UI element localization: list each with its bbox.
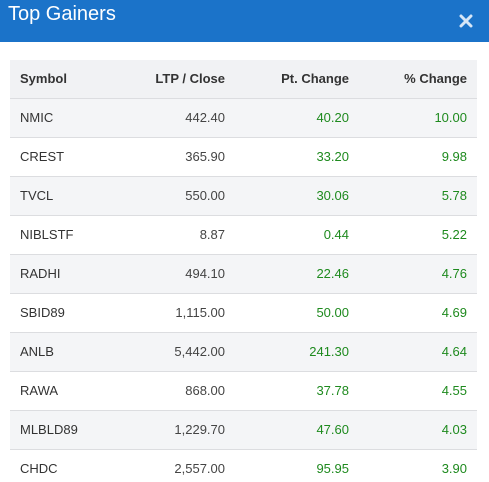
table-header-row: Symbol LTP / Close Pt. Change % Change [10,60,477,98]
table-row[interactable]: ANLB 5,442.00 241.30 4.64 [10,332,477,371]
cell-pt-change: 33.20 [316,149,349,164]
cell-pct-change: 10.00 [434,110,467,125]
cell-pt-change: 50.00 [316,305,349,320]
cell-ltp-close: 365.90 [185,149,225,164]
modal-title: Top Gainers [8,2,116,25]
table-row[interactable]: RAWA 868.00 37.78 4.55 [10,371,477,410]
cell-symbol[interactable]: CHDC [20,461,58,477]
cell-pt-change: 47.60 [316,422,349,437]
cell-pct-change: 3.90 [441,461,467,477]
cell-ltp-close: 5,442.00 [174,344,225,359]
cell-symbol[interactable]: TVCL [20,188,54,203]
column-header-symbol[interactable]: Symbol [20,71,67,87]
table-row[interactable]: CHDC 2,557.00 95.95 3.90 [10,449,477,482]
table-row[interactable]: TVCL 550.00 30.06 5.78 [10,176,477,215]
cell-symbol[interactable]: NIBLSTF [20,227,74,242]
cell-symbol[interactable]: MLBLD89 [20,422,78,437]
column-header-pct-change[interactable]: % Change [404,71,467,87]
cell-pct-change: 9.98 [441,149,467,164]
table-row[interactable]: CREST 365.90 33.20 9.98 [10,137,477,176]
cell-pt-change: 241.30 [309,344,349,359]
cell-ltp-close: 2,557.00 [174,461,225,477]
cell-symbol[interactable]: CREST [20,149,65,164]
cell-symbol[interactable]: NMIC [20,110,54,125]
gainers-table: Symbol LTP / Close Pt. Change % Change N… [10,60,477,482]
cell-pt-change: 95.95 [316,461,349,477]
cell-symbol[interactable]: RAWA [20,383,59,398]
cell-pct-change: 5.78 [441,188,467,203]
cell-ltp-close: 550.00 [185,188,225,203]
cell-pct-change: 4.03 [441,422,467,437]
table-row[interactable]: SBID89 1,115.00 50.00 4.69 [10,293,477,332]
cell-pt-change: 37.78 [316,383,349,398]
cell-pt-change: 0.44 [323,227,349,242]
table-row[interactable]: RADHI 494.10 22.46 4.76 [10,254,477,293]
cell-ltp-close: 8.87 [199,227,225,242]
cell-symbol[interactable]: SBID89 [20,305,65,320]
gainers-table-container: Symbol LTP / Close Pt. Change % Change N… [10,60,477,482]
close-icon [459,14,473,28]
cell-pt-change: 30.06 [316,188,349,203]
cell-pct-change: 4.64 [441,344,467,359]
cell-pct-change: 4.76 [441,266,467,281]
table-row[interactable]: NIBLSTF 8.87 0.44 5.22 [10,215,477,254]
cell-symbol[interactable]: RADHI [20,266,61,281]
close-button[interactable] [455,10,477,32]
column-header-ltp-close[interactable]: LTP / Close [155,71,225,87]
cell-pct-change: 4.55 [441,383,467,398]
cell-ltp-close: 442.40 [185,110,225,125]
column-header-pt-change[interactable]: Pt. Change [281,71,349,87]
table-row[interactable]: NMIC 442.40 40.20 10.00 [10,98,477,137]
cell-ltp-close: 494.10 [185,266,225,281]
modal-header: Top Gainers [0,0,489,42]
cell-pct-change: 4.69 [441,305,467,320]
cell-ltp-close: 868.00 [185,383,225,398]
cell-symbol[interactable]: ANLB [20,344,54,359]
table-row[interactable]: MLBLD89 1,229.70 47.60 4.03 [10,410,477,449]
cell-ltp-close: 1,229.70 [174,422,225,437]
cell-pt-change: 40.20 [316,110,349,125]
cell-pct-change: 5.22 [441,227,467,242]
cell-ltp-close: 1,115.00 [175,305,225,320]
cell-pt-change: 22.46 [316,266,349,281]
